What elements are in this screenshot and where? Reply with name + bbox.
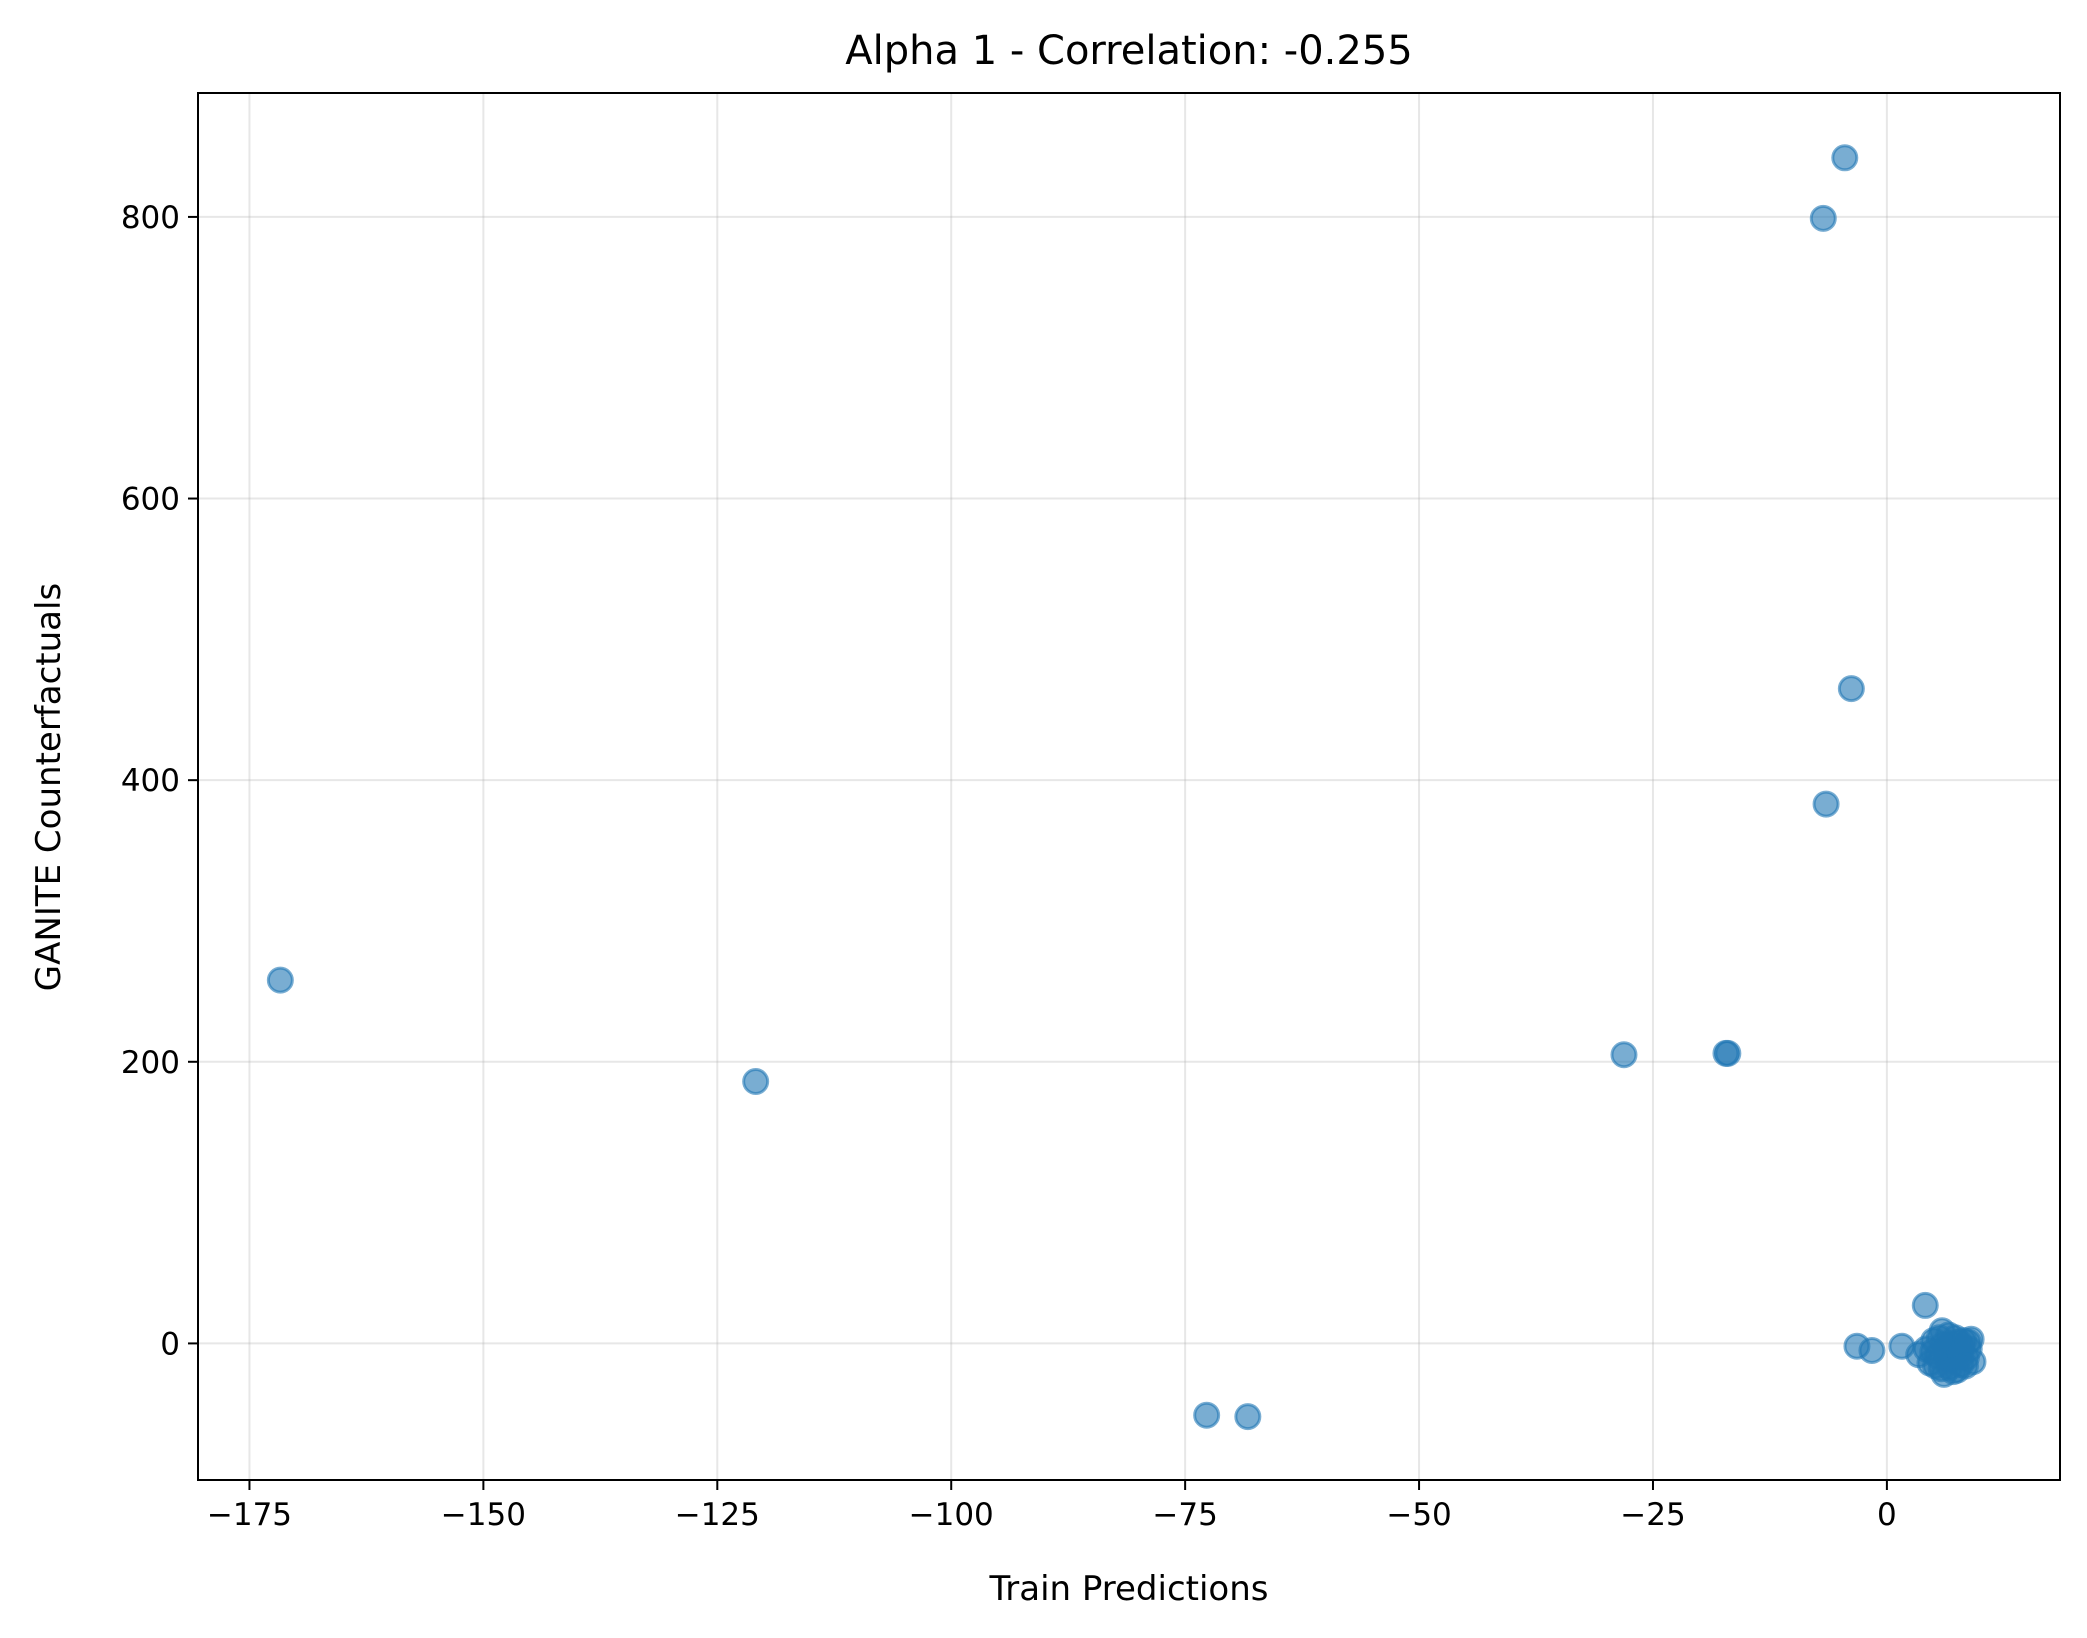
data-point <box>1809 204 1837 232</box>
x-tick-label: 0 <box>1877 1497 1897 1533</box>
data-point <box>1234 1403 1262 1431</box>
x-tick-label: −50 <box>1386 1497 1451 1533</box>
x-tick-label: −150 <box>441 1497 526 1533</box>
data-point <box>266 966 294 994</box>
y-tick-label: 800 <box>121 200 180 236</box>
x-tick-label: −75 <box>1152 1497 1217 1533</box>
data-point <box>1812 790 1840 818</box>
y-tick-label: 600 <box>121 482 180 518</box>
data-point <box>1951 1352 1979 1380</box>
x-tick-label: −25 <box>1620 1497 1685 1533</box>
y-tick-label: 400 <box>121 763 180 799</box>
x-tick-label: −175 <box>207 1497 292 1533</box>
y-axis-title: GANITE Counterfactuals <box>29 583 69 991</box>
grid <box>198 93 2060 1480</box>
data-point <box>1954 1328 1982 1356</box>
data-point <box>1858 1336 1886 1364</box>
data-point <box>1831 144 1859 172</box>
data-point <box>1919 1338 1947 1366</box>
data-point <box>1911 1291 1939 1319</box>
data-point <box>1193 1401 1221 1429</box>
x-tick-label: −100 <box>909 1497 994 1533</box>
x-tick-label: −125 <box>675 1497 760 1533</box>
plot-frame <box>197 92 2061 1481</box>
chart-title: Alpha 1 - Correlation: -0.255 <box>845 28 1412 74</box>
y-tick-label: 200 <box>121 1045 180 1081</box>
axis-ticks: −175 −150 −125 −100 −75 −50 −25 0 0 200 400 600 800 <box>121 200 1897 1533</box>
data-point <box>742 1068 770 1096</box>
x-axis-title: Train Predictions <box>988 1569 1268 1609</box>
y-tick-label: 0 <box>160 1326 180 1362</box>
data-point <box>1714 1039 1742 1067</box>
data-point <box>1837 675 1865 703</box>
data-points <box>266 144 1987 1431</box>
data-point <box>1610 1041 1638 1069</box>
